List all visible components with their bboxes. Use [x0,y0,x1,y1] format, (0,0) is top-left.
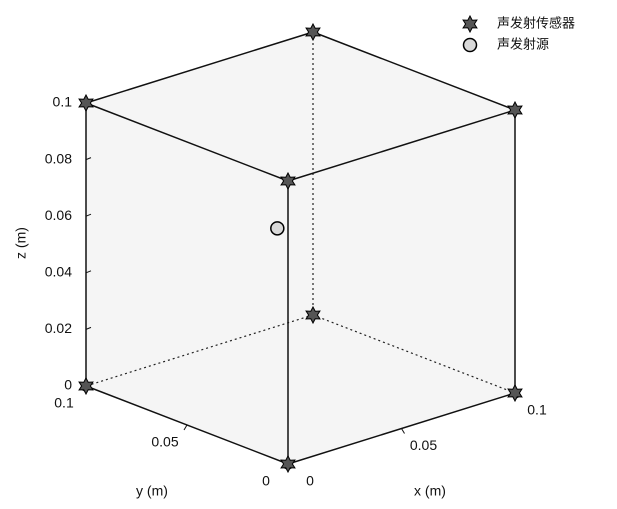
legend-label: 声发射源 [497,36,549,51]
chart: x (m) y (m) z (m) 0 0.05 0.1 0 0.05 0.1 0 0.02 0… [0,0,617,509]
x-tick [402,429,405,434]
x-tick-label: 0.05 [410,437,437,453]
legend-label: 声发射传感器 [497,15,575,30]
z-tick-label: 0.04 [45,264,72,280]
x-tick-label: 0 [306,473,314,489]
y-axis-label: y (m) [136,483,168,499]
z-tick-label: 0.06 [45,207,72,223]
legend-marker [464,39,477,52]
z-tick-label: 0.02 [45,320,72,336]
z-tick-label: 0.1 [53,94,73,110]
z-tick-label: 0.08 [45,150,72,166]
y-tick-label: 0.05 [151,434,178,450]
data-point [271,222,284,235]
x-axis-label: x (m) [414,483,446,499]
z-axis-label: z (m) [13,227,29,259]
y-tick [184,425,187,430]
y-tick-label: 0 [262,473,270,489]
x-tick-label: 0.1 [527,402,547,418]
y-tick-label: 0.1 [54,395,74,411]
legend-marker [463,16,477,32]
z-tick-label: 0 [64,377,72,393]
